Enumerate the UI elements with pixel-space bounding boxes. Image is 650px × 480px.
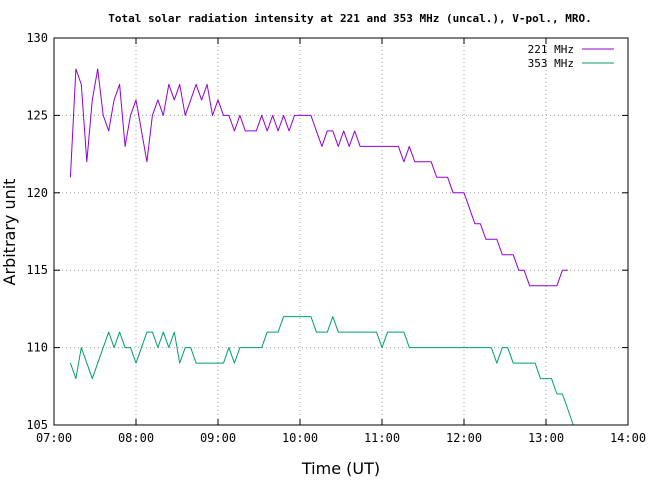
x-tick-label: 07:00 (36, 431, 72, 445)
y-tick-label: 120 (26, 186, 48, 200)
series-line-0 (69, 68, 568, 287)
y-axis-label: Arbitrary unit (0, 179, 19, 286)
x-tick-label: 11:00 (364, 431, 400, 445)
x-tick-label: 12:00 (446, 431, 482, 445)
ticks: 07:00 08:00 09:00 10:00 11:00 12:00 13:00 14:00… (26, 31, 646, 445)
legend-label-353: 353 MHz (528, 57, 574, 70)
series-line-1 (69, 316, 574, 426)
y-tick-label: 115 (26, 263, 48, 277)
x-tick-label: 10:00 (282, 431, 318, 445)
y-tick-label: 110 (26, 341, 48, 355)
legend-label-221: 221 MHz (528, 43, 574, 56)
series-layer (69, 68, 574, 426)
plot-frame (53, 37, 629, 426)
x-tick-label: 14:00 (610, 431, 646, 445)
y-tick-label: 125 (26, 108, 48, 122)
legend: 221 MHz 353 MHz (528, 43, 614, 70)
x-tick-label: 13:00 (528, 431, 564, 445)
y-tick-label: 105 (26, 418, 48, 432)
x-axis-label: Time (UT) (301, 459, 380, 478)
chart-title: Total solar radiation intensity at 221 a… (108, 12, 591, 25)
x-tick-label: 09:00 (200, 431, 236, 445)
x-tick-label: 08:00 (118, 431, 154, 445)
y-tick-label: 130 (26, 31, 48, 45)
